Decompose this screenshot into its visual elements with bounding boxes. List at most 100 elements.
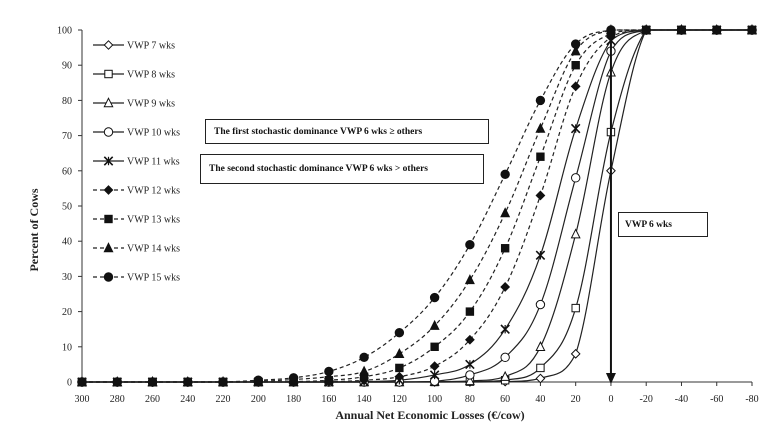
data-point — [712, 25, 722, 35]
data-point — [394, 328, 405, 338]
data-point — [394, 348, 405, 359]
series-line — [82, 29, 752, 383]
data-point — [465, 359, 475, 370]
series-line — [82, 29, 752, 383]
y-tick-label: 90 — [62, 61, 72, 72]
x-tick-label: 180 — [286, 394, 301, 405]
legend-item: VWP 13 wks — [93, 215, 180, 226]
legend-item: VWP 10 wks — [93, 127, 180, 139]
series-line — [82, 29, 752, 383]
curves — [82, 29, 752, 383]
data-point — [395, 363, 404, 373]
data-point — [183, 377, 193, 387]
series-line — [82, 29, 752, 383]
data-point — [570, 173, 581, 183]
legend-label: VWP 13 wks — [127, 215, 180, 226]
data-point — [77, 377, 87, 387]
data-point — [747, 25, 757, 35]
legend-label: VWP 8 wks — [127, 70, 175, 81]
data-point — [570, 45, 581, 56]
legend-label: VWP 14 wks — [127, 244, 180, 255]
x-tick-label: 200 — [251, 394, 266, 405]
data-point — [500, 207, 511, 218]
legend: VWP 7 wks VWP 8 wks VWP 9 wks VWP 10 wks VWP… — [93, 40, 180, 284]
x-tick-label: 160 — [321, 394, 336, 405]
y-tick-label: 100 — [57, 26, 72, 37]
y-tick-label: 0 — [67, 378, 72, 389]
data-point — [500, 324, 510, 334]
legend-item: VWP 12 wks — [93, 185, 180, 197]
data-point — [112, 377, 122, 387]
legend-label: VWP 12 wks — [127, 186, 180, 197]
data-point — [641, 25, 651, 35]
data-point — [535, 250, 546, 261]
series-line — [82, 29, 752, 383]
data-point — [465, 370, 475, 380]
x-tick-label: 0 — [608, 394, 613, 405]
legend-item: VWP 15 wks — [93, 272, 180, 284]
data-point — [465, 307, 475, 316]
x-tick-label: 120 — [392, 394, 407, 405]
legend-marker — [103, 185, 114, 195]
y-tick-label: 60 — [62, 166, 72, 177]
legend-label: VWP 11 wks — [127, 157, 180, 168]
series-line — [82, 29, 752, 383]
data-point — [570, 81, 581, 92]
x-tick-label: 100 — [427, 394, 442, 405]
data-point — [430, 342, 439, 352]
legend-item: VWP 8 wks — [93, 70, 175, 81]
data-point — [570, 348, 581, 359]
y-tick-label: 80 — [62, 96, 72, 107]
data-point — [536, 152, 545, 161]
data-point — [535, 95, 546, 106]
data-point — [323, 370, 334, 381]
series-line — [82, 29, 752, 383]
legend-marker — [103, 40, 114, 50]
y-tick-label: 50 — [62, 202, 72, 213]
data-point — [500, 244, 510, 253]
x-tick-label: -60 — [710, 394, 723, 405]
data-point — [359, 365, 370, 376]
x-tick-label: 240 — [180, 394, 195, 405]
y-tick-label: 40 — [62, 237, 72, 248]
data-point — [429, 370, 440, 380]
arrow-head — [605, 373, 616, 384]
series-line — [82, 29, 752, 383]
data-point — [464, 375, 475, 386]
data-point — [571, 61, 580, 70]
legend-marker — [103, 127, 114, 137]
x-tick-label: 140 — [357, 394, 372, 405]
y-tick-label: 30 — [62, 272, 72, 283]
legend-marker — [103, 242, 114, 253]
x-tick-label: -40 — [675, 394, 688, 405]
data-point — [570, 39, 581, 49]
data-point — [535, 190, 546, 201]
legend-marker — [104, 214, 113, 224]
data-point — [500, 352, 510, 363]
legend-label: VWP 7 wks — [127, 41, 175, 52]
y-tick-label: 20 — [62, 307, 72, 318]
data-point — [535, 373, 546, 384]
data-point — [676, 25, 687, 35]
x-tick-label: 40 — [535, 394, 545, 405]
x-tick-label: -80 — [745, 394, 758, 405]
data-point — [500, 370, 511, 381]
x-tick-label: 60 — [500, 394, 510, 405]
data-point — [535, 340, 546, 351]
legend-label: VWP 15 wks — [127, 273, 180, 284]
data-point — [535, 122, 546, 133]
legend-label: VWP 9 wks — [127, 99, 175, 110]
data-point — [147, 377, 158, 387]
x-tick-label: 280 — [110, 394, 125, 405]
y-tick-label: 70 — [62, 131, 72, 142]
legend-marker — [104, 69, 113, 79]
x-tick-label: 20 — [571, 394, 581, 405]
annotation-second-dominance: The second stochastic dominance VWP 6 wk… — [200, 154, 484, 184]
data-point — [500, 282, 511, 292]
y-tick-label: 10 — [62, 342, 72, 353]
data-point — [218, 377, 228, 387]
legend-label: VWP 10 wks — [127, 128, 180, 139]
markers — [76, 24, 758, 387]
legend-item: VWP 11 wks — [93, 156, 180, 168]
data-point — [571, 303, 580, 313]
